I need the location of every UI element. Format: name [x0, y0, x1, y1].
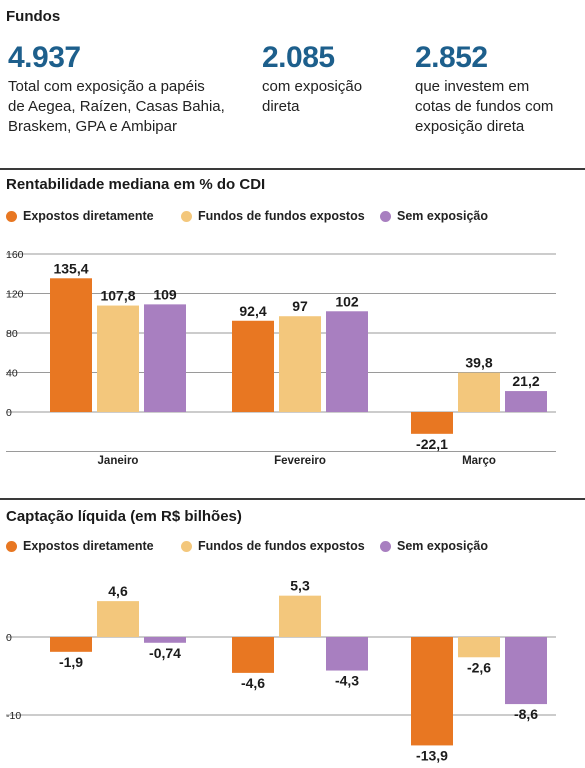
- data-label: 21,2: [512, 373, 539, 389]
- chart1-legend: Expostos diretamente Fundos de fundos ex…: [0, 209, 585, 229]
- data-label: -13,9: [416, 747, 448, 763]
- legend-swatch-none: [380, 540, 391, 552]
- bar-none: [505, 637, 547, 705]
- stat-direct: 2.085 com exposição direta: [262, 42, 402, 117]
- data-label: -2,6: [467, 659, 491, 675]
- stat-fof-desc-line: cotas de fundos com: [415, 98, 554, 115]
- legend-item-fof: Fundos de fundos expostos: [181, 209, 365, 223]
- bar-fof: [279, 316, 321, 412]
- page-title: Fundos: [6, 8, 61, 25]
- legend-label: Fundos de fundos expostos: [198, 539, 365, 553]
- legend-swatch-direct: [6, 540, 17, 552]
- legend-label: Expostos diretamente: [23, 539, 154, 553]
- data-label: 107,8: [100, 288, 135, 304]
- data-label: 109: [153, 286, 177, 302]
- bar-fof: [458, 372, 500, 412]
- stat-fof: 2.852 que investem em cotas de fundos co…: [415, 42, 580, 137]
- bar-direct: [232, 637, 274, 673]
- y-tick-label: 40: [6, 368, 18, 380]
- legend-item-none: Sem exposição: [380, 539, 488, 553]
- data-label: -0,74: [149, 645, 181, 661]
- stat-fof-value: 2.852: [415, 41, 488, 74]
- legend-label: Sem exposição: [397, 209, 489, 223]
- bar-direct: [50, 278, 92, 412]
- legend-label: Fundos de fundos expostos: [198, 209, 365, 223]
- bar-none: [144, 304, 186, 412]
- data-label: 4,6: [108, 583, 128, 599]
- data-label: -1,9: [59, 654, 83, 670]
- data-label: -8,6: [514, 706, 538, 722]
- x-tick-label: Janeiro: [98, 455, 139, 467]
- stat-total-value: 4.937: [8, 41, 81, 74]
- legend-item-direct: Expostos diretamente: [6, 209, 154, 223]
- bar-fof: [279, 595, 321, 637]
- bar-none: [505, 391, 547, 412]
- bar-fof: [458, 637, 500, 658]
- data-label: 97: [292, 298, 308, 314]
- legend-label: Sem exposição: [397, 539, 489, 553]
- data-label: -22,1: [416, 436, 448, 452]
- data-label: 5,3: [290, 578, 310, 594]
- bar-direct: [411, 412, 453, 434]
- data-label: 102: [335, 293, 359, 309]
- legend-swatch-fof: [181, 540, 192, 552]
- legend-item-fof: Fundos de fundos expostos: [181, 539, 365, 553]
- chart2-legend: Expostos diretamente Fundos de fundos ex…: [0, 539, 585, 559]
- chart2-title: Captação líquida (em R$ bilhões): [6, 508, 242, 525]
- x-tick-label: Fevereiro: [274, 455, 326, 467]
- stat-fof-desc-line: que investem em: [415, 78, 530, 95]
- y-tick-label: 0: [6, 407, 12, 419]
- legend-swatch-none: [380, 210, 391, 222]
- chart-rentabilidade: 0 40 80 120 160 135,4 107,8 109 Janeiro 92,4 97 102…: [6, 249, 556, 467]
- y-tick-label: 160: [6, 249, 24, 261]
- data-label: -4,3: [335, 673, 359, 689]
- data-label: -4,6: [241, 675, 265, 691]
- legend-item-direct: Expostos diretamente: [6, 539, 154, 553]
- y-tick-label: 0: [6, 632, 12, 644]
- bar-direct: [50, 637, 92, 652]
- legend-swatch-direct: [6, 210, 17, 222]
- stat-direct-desc-line: direta: [262, 98, 300, 115]
- bar-none: [326, 637, 368, 671]
- section-divider: [0, 498, 585, 500]
- bar-direct: [232, 320, 274, 412]
- section-divider: [0, 168, 585, 170]
- stat-total: 4.937 Total com exposição a papéis de Ae…: [8, 42, 253, 137]
- stat-total-desc-line: Braskem, GPA e Ambipar: [8, 118, 177, 135]
- x-tick-label: Março: [462, 455, 496, 467]
- stat-direct-desc-line: com exposição: [262, 78, 363, 95]
- bar-none: [326, 311, 368, 412]
- stat-total-desc-line: Total com exposição a papéis: [8, 78, 205, 95]
- data-label: 92,4: [239, 303, 266, 319]
- bar-direct: [411, 637, 453, 746]
- chart-captacao: -10010-1,94,6-0,74-4,65,3-4,3-13,9-2,6-8…: [6, 578, 556, 763]
- legend-label: Expostos diretamente: [23, 209, 154, 223]
- y-tick-label: 120: [6, 289, 24, 301]
- stat-total-desc-line: de Aegea, Raízen, Casas Bahia,: [8, 98, 225, 115]
- bar-none: [144, 637, 186, 643]
- stat-fof-desc-line: exposição direta: [415, 118, 525, 135]
- y-tick-label: -10: [6, 710, 21, 722]
- y-tick-label: 80: [6, 328, 18, 340]
- chart1-title: Rentabilidade mediana em % do CDI: [6, 176, 266, 193]
- data-label: 39,8: [465, 355, 492, 371]
- stat-direct-value: 2.085: [262, 41, 335, 74]
- legend-swatch-fof: [181, 210, 192, 222]
- data-label: 135,4: [53, 260, 88, 276]
- bar-fof: [97, 601, 139, 637]
- legend-item-none: Sem exposição: [380, 209, 488, 223]
- bar-fof: [97, 305, 139, 412]
